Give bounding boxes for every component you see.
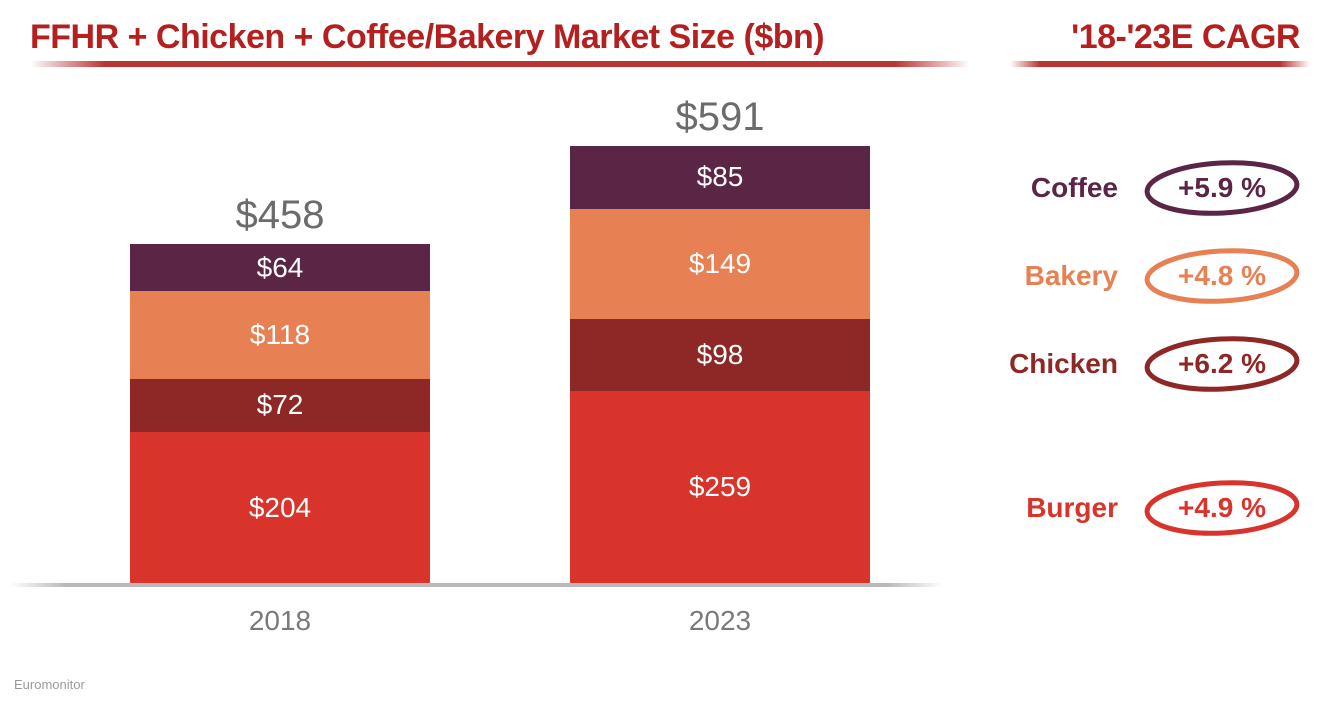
cagr-value: +5.9 % (1178, 172, 1266, 204)
cagr-row-coffee: Coffee +5.9 % (943, 159, 1310, 217)
cagr-label: Chicken (1009, 348, 1118, 380)
bar-segment-chicken: $72 (130, 379, 430, 432)
stacked-bar-chart: $204$72$118$64 $458 2018 $259$98$149$85 $591… (10, 87, 943, 647)
title-underline-right (1010, 61, 1310, 67)
cagr-pill: +4.8 % (1142, 247, 1302, 305)
bar-2018: $204$72$118$64 (130, 244, 430, 583)
cagr-list: Coffee +5.9 % Bakery +4.8 % Chicken +6.2 % Bur… (943, 87, 1310, 647)
cagr-label: Bakery (1025, 260, 1118, 292)
x-axis-label: 2023 (570, 605, 870, 637)
cagr-value: +6.2 % (1178, 348, 1266, 380)
cagr-row-chicken: Chicken +6.2 % (943, 335, 1310, 393)
bar-segment-coffee: $64 (130, 244, 430, 291)
cagr-label: Coffee (1031, 172, 1118, 204)
bar-total-2023: $591 (570, 95, 870, 140)
bar-segment-coffee: $85 (570, 146, 870, 209)
cagr-pill: +6.2 % (1142, 335, 1302, 393)
cagr-header: '18-'23E CAGR (1071, 18, 1310, 57)
cagr-label: Burger (1026, 492, 1118, 524)
bar-segment-burger: $259 (570, 391, 870, 583)
bar-segment-chicken: $98 (570, 319, 870, 392)
bar-total-2018: $458 (130, 193, 430, 238)
bar-segment-burger: $204 (130, 432, 430, 583)
cagr-pill: +5.9 % (1142, 159, 1302, 217)
x-axis-line (10, 583, 943, 587)
cagr-row-burger: Burger +4.9 % (943, 479, 1310, 537)
bar-2023: $259$98$149$85 (570, 146, 870, 583)
cagr-value: +4.8 % (1178, 260, 1266, 292)
cagr-pill: +4.9 % (1142, 479, 1302, 537)
cagr-value: +4.9 % (1178, 492, 1266, 524)
x-axis-label: 2018 (130, 605, 430, 637)
bar-segment-bakery: $118 (130, 291, 430, 378)
chart-title: FFHR + Chicken + Coffee/Bakery Market Si… (30, 18, 1031, 57)
source-footnote: Euromonitor (14, 677, 85, 692)
cagr-row-bakery: Bakery +4.8 % (943, 247, 1310, 305)
bar-segment-bakery: $149 (570, 209, 870, 319)
title-underline-left (30, 61, 970, 67)
